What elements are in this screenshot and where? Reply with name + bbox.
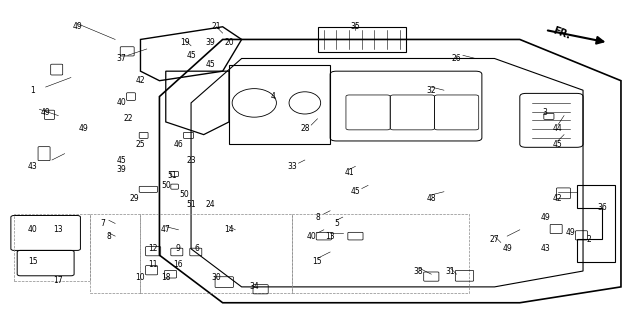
Text: 45: 45 [205, 60, 215, 69]
Text: 8: 8 [315, 212, 320, 222]
Text: 4: 4 [271, 92, 276, 101]
Text: 29: 29 [130, 194, 139, 203]
Text: 36: 36 [597, 203, 607, 212]
Text: 32: 32 [427, 86, 436, 95]
Text: 12: 12 [149, 244, 158, 253]
Text: 49: 49 [41, 108, 51, 117]
Text: 50: 50 [161, 181, 171, 190]
Text: 40: 40 [306, 232, 316, 241]
Text: 45: 45 [351, 187, 360, 196]
Text: 43: 43 [540, 244, 550, 253]
Text: 18: 18 [161, 273, 171, 282]
Text: 49: 49 [566, 228, 575, 237]
Text: 31: 31 [446, 267, 455, 276]
Text: 44: 44 [553, 124, 563, 133]
Text: FR.: FR. [551, 25, 572, 41]
Text: 24: 24 [205, 200, 215, 209]
Text: 40: 40 [117, 99, 126, 108]
Text: 14: 14 [224, 225, 234, 234]
Text: 15: 15 [312, 257, 323, 266]
Text: 40: 40 [28, 225, 38, 234]
Text: 9: 9 [176, 244, 181, 253]
Text: 49: 49 [540, 212, 550, 222]
Text: 6: 6 [195, 244, 200, 253]
Text: 30: 30 [211, 273, 221, 282]
Text: 21: 21 [211, 22, 221, 31]
Text: 8: 8 [107, 232, 111, 241]
Text: 33: 33 [287, 162, 297, 171]
Text: 38: 38 [414, 267, 424, 276]
Text: 28: 28 [300, 124, 310, 133]
Text: 7: 7 [100, 219, 105, 228]
Text: 39: 39 [117, 165, 126, 174]
Text: 46: 46 [173, 140, 184, 148]
Text: 39: 39 [205, 38, 215, 47]
Text: 1: 1 [30, 86, 36, 95]
Text: 10: 10 [136, 273, 145, 282]
Text: 20: 20 [224, 38, 234, 47]
Text: 37: 37 [117, 54, 126, 63]
Text: 51: 51 [167, 172, 177, 180]
Text: 17: 17 [53, 276, 63, 285]
Text: 49: 49 [72, 22, 82, 31]
Text: 48: 48 [427, 194, 436, 203]
Text: 3: 3 [543, 108, 547, 117]
Text: 27: 27 [490, 235, 499, 244]
Text: 42: 42 [553, 194, 563, 203]
Text: 35: 35 [351, 22, 360, 31]
Text: 42: 42 [136, 76, 145, 85]
Text: 45: 45 [117, 156, 126, 164]
Text: 45: 45 [186, 51, 196, 60]
Text: 47: 47 [161, 225, 171, 234]
Text: 49: 49 [502, 244, 512, 253]
Text: 23: 23 [186, 156, 196, 164]
Text: 5: 5 [334, 219, 339, 228]
Text: 45: 45 [553, 140, 563, 148]
Text: 15: 15 [28, 257, 38, 266]
Text: 26: 26 [451, 54, 462, 63]
Text: 50: 50 [180, 190, 190, 199]
Text: 2: 2 [587, 235, 592, 244]
Text: 49: 49 [79, 124, 88, 133]
Text: 13: 13 [325, 232, 335, 241]
Text: 19: 19 [180, 38, 189, 47]
Text: 13: 13 [53, 225, 63, 234]
Text: 43: 43 [28, 162, 38, 171]
Text: 25: 25 [136, 140, 145, 148]
Text: 11: 11 [149, 260, 158, 269]
Text: 41: 41 [344, 168, 354, 177]
Text: 16: 16 [173, 260, 184, 269]
Text: 51: 51 [186, 200, 196, 209]
Text: 34: 34 [250, 282, 259, 292]
Text: 22: 22 [123, 114, 133, 123]
